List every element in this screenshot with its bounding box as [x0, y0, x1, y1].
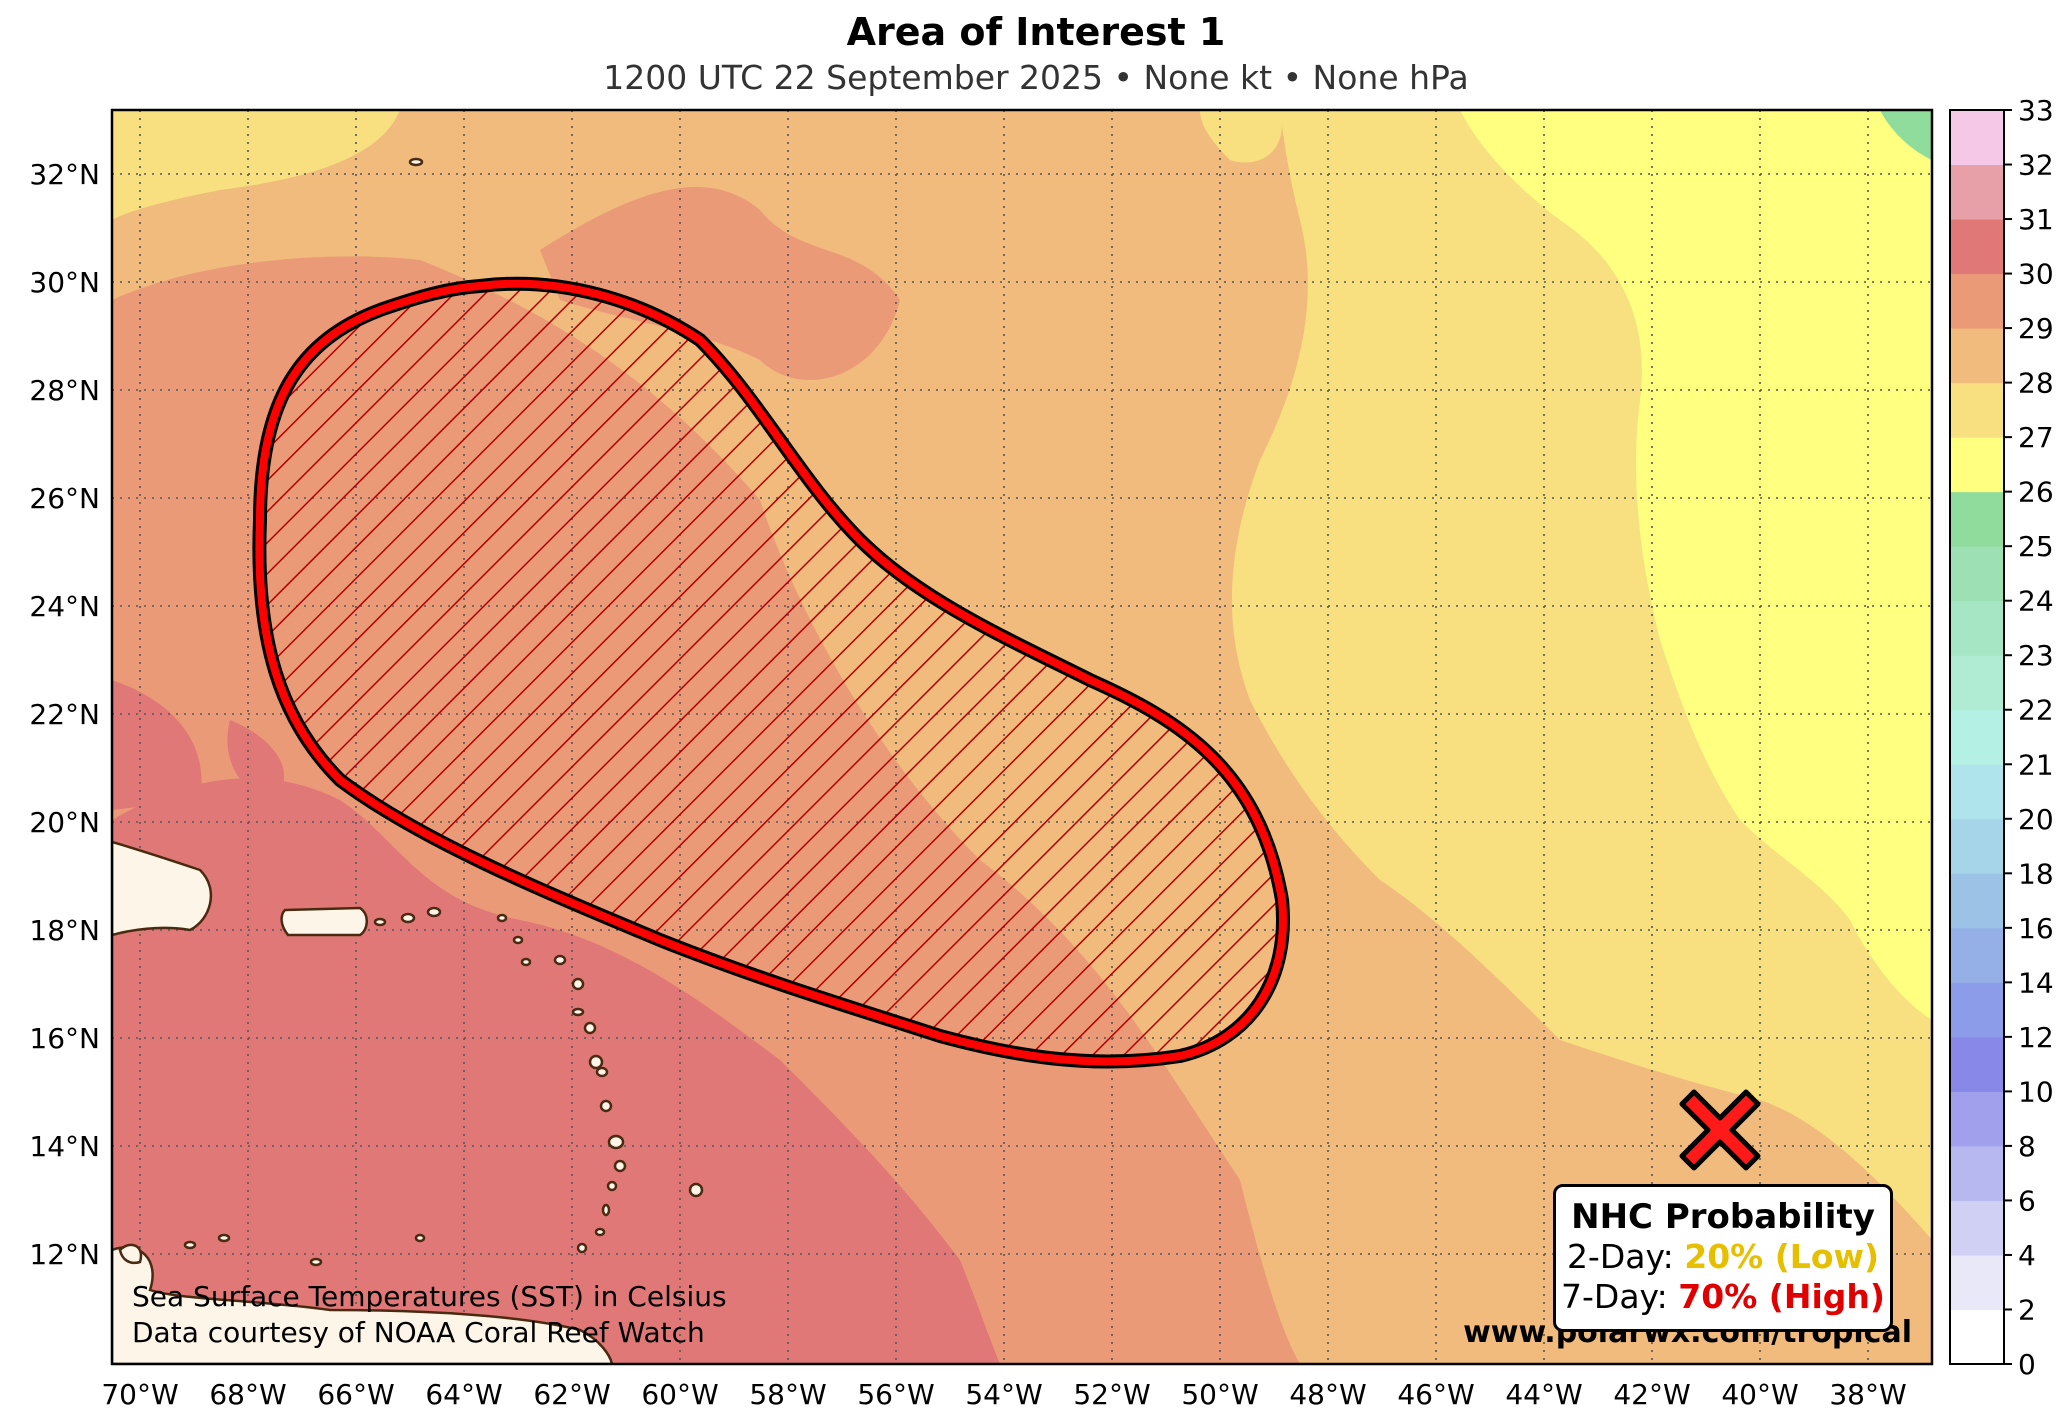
lat-tick: 32°N: [29, 158, 100, 191]
red-x-icon: [1679, 1089, 1761, 1171]
map-frame: [110, 108, 1934, 1366]
lon-tick-labels: 70°W 68°W 66°W 64°W 62°W 60°W 58°W 56°W …: [101, 1378, 1906, 1411]
lon-tick: 58°W: [749, 1378, 826, 1411]
lat-tick: 26°N: [29, 482, 100, 515]
lon-tick: 66°W: [317, 1378, 394, 1411]
seven-day-row: 7-Day: 70% (High): [1556, 1277, 1890, 1317]
chart-title: Area of Interest 1: [846, 10, 1226, 54]
credit-line1: Sea Surface Temperatures (SST) in Celsiu…: [132, 1280, 727, 1313]
lesser-antilles: [183, 157, 704, 1267]
lon-tick: 64°W: [425, 1378, 502, 1411]
lat-tick: 18°N: [29, 914, 100, 947]
lon-tick: 62°W: [533, 1378, 610, 1411]
lat-tick: 14°N: [29, 1130, 100, 1163]
two-day-label: 2-Day:: [1566, 1237, 1674, 1276]
outlook-area-hatch: [259, 283, 1284, 1062]
lon-tick: 40°W: [1721, 1378, 1798, 1411]
credit-line2: Data courtesy of NOAA Coral Reef Watch: [132, 1316, 705, 1349]
seven-day-label: 7-Day:: [1561, 1277, 1668, 1316]
lon-tick: 60°W: [641, 1378, 718, 1411]
outlook-area-stroke: [255, 279, 1287, 1066]
chart-subtitle: 1200 UTC 22 September 2025 • None kt • N…: [603, 58, 1469, 97]
probability-heading: NHC Probability: [1571, 1197, 1875, 1237]
lon-tick: 56°W: [857, 1378, 934, 1411]
lat-tick-labels: 12°N 14°N 16°N 18°N 20°N 22°N 24°N 26°N …: [29, 158, 100, 1271]
lon-tick: 50°W: [1181, 1378, 1258, 1411]
land: [112, 840, 614, 1364]
lon-tick: 54°W: [965, 1378, 1042, 1411]
nhc-probability-box: NHC Probability 2-Day: 20% (Low) 7-Day: …: [1553, 1184, 1893, 1332]
lat-tick: 12°N: [29, 1238, 100, 1271]
lat-tick: 30°N: [29, 266, 100, 299]
lat-tick: 20°N: [29, 806, 100, 839]
lon-tick: 48°W: [1289, 1378, 1366, 1411]
two-day-row: 2-Day: 20% (Low): [1556, 1237, 1890, 1277]
lat-tick: 24°N: [29, 590, 100, 623]
lon-tick: 46°W: [1397, 1378, 1474, 1411]
lon-tick: 52°W: [1073, 1378, 1150, 1411]
lat-tick: 16°N: [29, 1022, 100, 1055]
lat-tick: 28°N: [29, 374, 100, 407]
lon-tick: 68°W: [209, 1378, 286, 1411]
sst-field: Sea Surface Temperatures (SST) in Celsiu…: [112, 110, 1932, 1364]
lat-tick: 22°N: [29, 698, 100, 731]
two-day-value: 20% (Low): [1684, 1237, 1880, 1276]
lon-tick: 44°W: [1505, 1378, 1582, 1411]
lon-tick: 42°W: [1613, 1378, 1690, 1411]
lon-tick: 70°W: [101, 1378, 178, 1411]
seven-day-value: 70% (High): [1678, 1277, 1885, 1316]
lon-tick: 38°W: [1829, 1378, 1906, 1411]
